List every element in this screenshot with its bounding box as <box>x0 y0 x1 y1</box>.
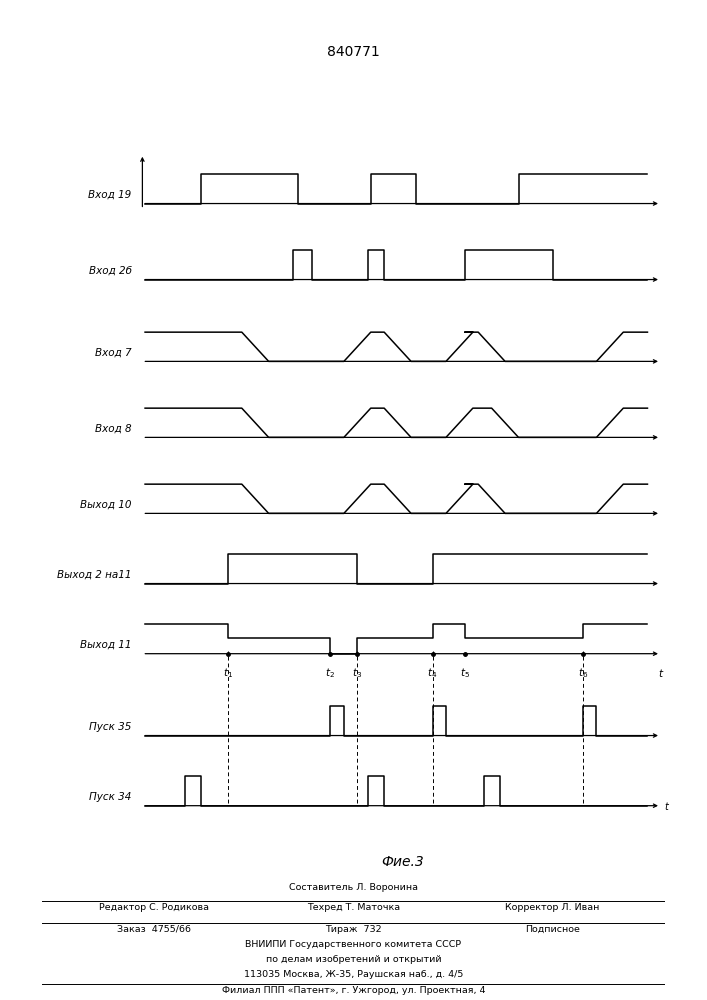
Text: Вход 7: Вход 7 <box>95 348 132 358</box>
Text: Редактор С. Родикова: Редактор С. Родикова <box>100 903 209 912</box>
Text: ВНИИПИ Государственного комитета СССР: ВНИИПИ Государственного комитета СССР <box>245 940 462 949</box>
Text: Вход 19: Вход 19 <box>88 190 132 200</box>
Text: Фие.3: Фие.3 <box>382 855 424 869</box>
Text: $t_4$: $t_4$ <box>428 667 438 680</box>
Text: $t_5$: $t_5$ <box>460 667 469 680</box>
Text: $t_1$: $t_1$ <box>223 667 233 680</box>
Text: Вход 2б: Вход 2б <box>88 266 132 276</box>
Text: Техред Т. Маточка: Техред Т. Маточка <box>307 903 400 912</box>
Text: Заказ  4755/66: Заказ 4755/66 <box>117 925 192 934</box>
Text: Пуск 35: Пуск 35 <box>89 722 132 732</box>
Text: $t_6$: $t_6$ <box>578 667 588 680</box>
Text: Вход 8: Вход 8 <box>95 424 132 434</box>
Text: Выход 10: Выход 10 <box>80 500 132 510</box>
Text: Пуск 34: Пуск 34 <box>89 792 132 802</box>
Text: Корректор Л. Иван: Корректор Л. Иван <box>506 903 600 912</box>
Text: Тираж  732: Тираж 732 <box>325 925 382 934</box>
Text: $t$: $t$ <box>664 800 670 812</box>
Text: $t_2$: $t_2$ <box>325 667 335 680</box>
Text: 113035 Москва, Ж-35, Раушская наб., д. 4/5: 113035 Москва, Ж-35, Раушская наб., д. 4… <box>244 970 463 979</box>
Text: Подписное: Подписное <box>525 925 580 934</box>
Text: Выход 11: Выход 11 <box>80 640 132 650</box>
Text: 840771: 840771 <box>327 45 380 59</box>
Text: Выход 2 на11: Выход 2 на11 <box>57 570 132 580</box>
Text: по делам изобретений и открытий: по делам изобретений и открытий <box>266 955 441 964</box>
Text: $t$: $t$ <box>658 667 664 679</box>
Text: $t_3$: $t_3$ <box>352 667 363 680</box>
Text: Филиал ППП «Патент», г. Ужгород, ул. Проектная, 4: Филиал ППП «Патент», г. Ужгород, ул. Про… <box>222 986 485 995</box>
Text: Составитель Л. Воронина: Составитель Л. Воронина <box>289 883 418 892</box>
